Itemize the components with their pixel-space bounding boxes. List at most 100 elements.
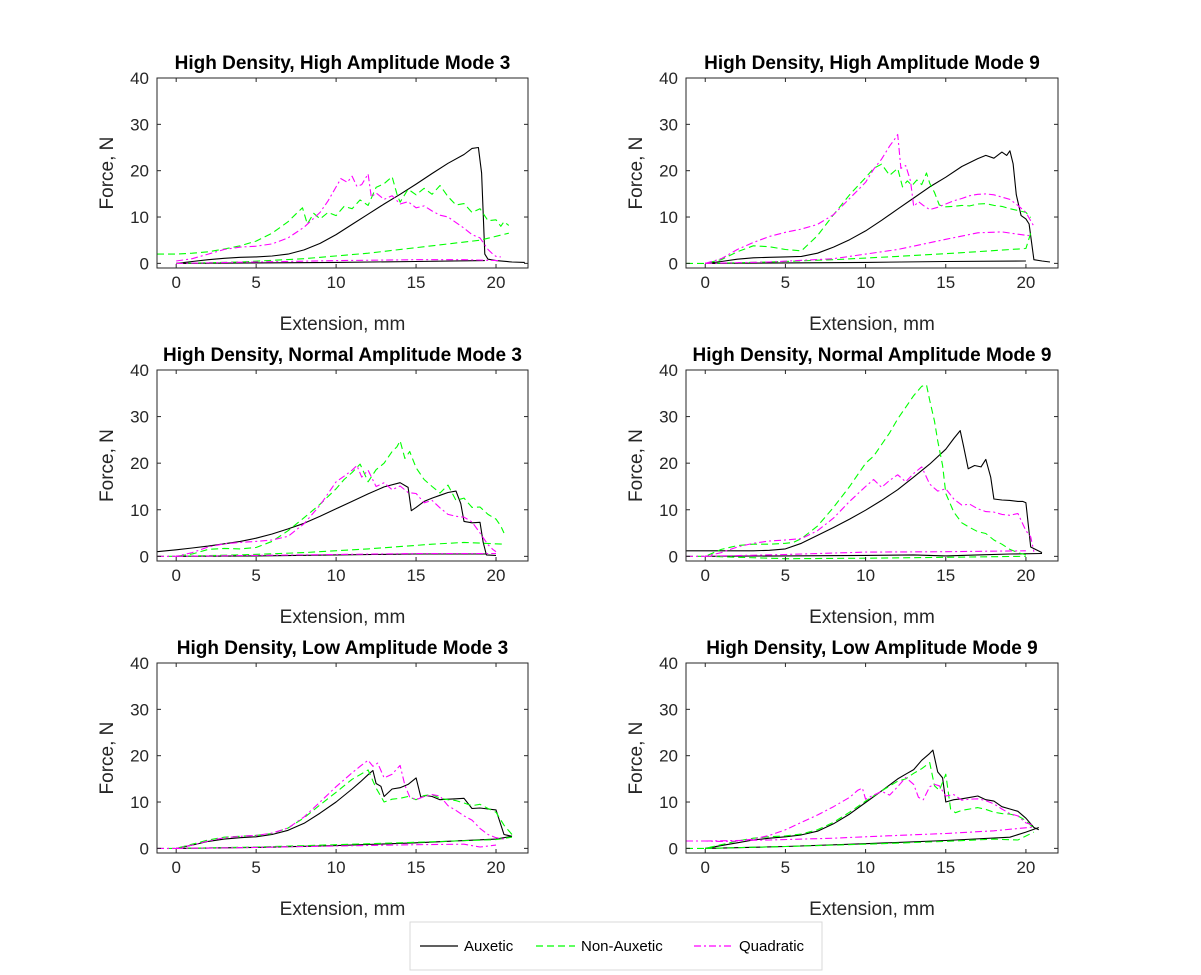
subplot-title: High Density, High Amplitude Mode 9 [704,53,1040,74]
plot-area [157,370,528,561]
subplot-2: 0 5 10 15 20 0 10 20 30 40 High Density, High Ampl… [626,53,1059,335]
x-tick-label: 0 [701,858,710,877]
x-tick-label: 0 [701,273,710,292]
x-tick-label: 15 [936,858,955,877]
y-tick-label: 20 [659,747,678,766]
series-line-quadratic-5 [705,133,1035,264]
y-tick-label: 0 [669,547,678,566]
x-axis-label: Extension, mm [809,314,935,335]
y-tick-label: 20 [130,747,149,766]
subplot-5: 0 5 10 15 20 0 10 20 30 40 High Density, Low Ampli… [97,638,529,920]
x-tick-label: 10 [327,858,346,877]
legend-label-quadratic: Quadratic [739,938,805,955]
x-tick-label: 5 [251,273,260,292]
x-tick-label: 20 [487,566,506,585]
x-tick-label: 10 [327,566,346,585]
series-line-quadratic-6 [176,552,496,557]
series-group [157,759,513,849]
series-line-non-auxetic-3 [686,762,1035,849]
series-line-non-auxetic-3 [686,163,1032,264]
series-line-quadratic-6 [176,843,497,849]
plot-area [686,370,1058,561]
x-tick-label: 5 [781,858,790,877]
y-tick-label: 10 [659,793,678,812]
series-line-quadratic-6 [705,231,1030,264]
x-tick-label: 15 [407,566,426,585]
plot-area [686,663,1058,853]
axes-box [156,77,529,269]
series-line-auxetic-1 [176,146,525,264]
series-line-non-auxetic-4 [176,232,509,264]
subplot-4: 0 5 10 15 20 0 10 20 30 40 High Density, Normal Am… [626,345,1059,628]
x-tick-label: 5 [251,566,260,585]
series-line-quadratic-5 [157,464,497,557]
legend-box [409,921,823,971]
series-line-non-auxetic-4 [176,541,505,557]
y-axis-label: Force, N [97,137,118,210]
y-tick-label: 0 [140,254,149,273]
x-axis-label: Extension, mm [280,314,406,335]
x-tick-label: 10 [856,858,875,877]
y-tick-label: 30 [659,115,678,134]
y-tick-label: 20 [659,162,678,181]
y-tick-label: 40 [130,361,149,380]
x-tick-label: 5 [781,566,790,585]
y-axis-label: Force, N [97,429,118,502]
y-tick-label: 40 [659,69,678,88]
series-line-non-auxetic-4 [705,233,1032,264]
x-tick-label: 10 [327,273,346,292]
axes-box [685,662,1059,854]
series-line-non-auxetic-3 [157,440,505,557]
y-tick-label: 20 [659,454,678,473]
plot-area [157,663,528,853]
y-tick-label: 30 [659,408,678,427]
x-tick-label: 20 [487,858,506,877]
y-tick-label: 30 [659,700,678,719]
x-tick-label: 5 [251,858,260,877]
x-tick-label: 0 [171,566,180,585]
subplot-3: 0 5 10 15 20 0 10 20 30 40 High Density, Normal Am… [97,345,529,628]
y-tick-label: 0 [669,254,678,273]
x-tick-label: 20 [1016,566,1035,585]
x-tick-label: 10 [856,566,875,585]
y-tick-label: 10 [130,501,149,520]
plot-area [686,78,1058,268]
subplot-6: 0 5 10 15 20 0 10 20 30 40 High Density, Low Ampli… [626,638,1059,920]
x-tick-label: 0 [701,566,710,585]
series-group [686,133,1051,264]
subplot-title: High Density, Normal Amplitude Mode 3 [163,345,522,366]
x-tick-label: 20 [1016,273,1035,292]
series-line-auxetic-2 [705,260,1026,264]
series-group [686,749,1040,849]
series-line-auxetic-2 [176,553,487,557]
subplot-title: High Density, High Amplitude Mode 3 [175,53,511,74]
series-line-quadratic-6 [176,259,501,264]
x-tick-label: 5 [781,273,790,292]
x-tick-label: 15 [936,273,955,292]
x-axis-label: Extension, mm [809,607,935,628]
series-line-quadratic-5 [686,466,1035,557]
series-line-auxetic-2 [176,260,485,264]
x-tick-label: 15 [936,566,955,585]
x-tick-label: 0 [171,273,180,292]
series-line-quadratic-5 [686,776,1035,842]
series-line-auxetic-1 [705,749,1040,849]
y-axis-label: Force, N [626,429,647,502]
x-tick-label: 0 [171,858,180,877]
y-tick-label: 20 [130,162,149,181]
y-tick-label: 10 [130,208,149,227]
series-line-auxetic-1 [157,482,497,556]
y-tick-label: 40 [659,654,678,673]
subplot-title: High Density, Low Amplitude Mode 9 [706,638,1037,659]
series-group [157,440,505,557]
y-tick-label: 0 [140,547,149,566]
series-group [686,384,1043,560]
x-axis-label: Extension, mm [280,899,406,920]
legend: Auxetic Non-Auxetic Quadratic [409,921,823,971]
x-axis-label: Extension, mm [809,899,935,920]
y-axis-label: Force, N [97,722,118,795]
x-tick-label: 15 [407,858,426,877]
y-tick-label: 40 [659,361,678,380]
y-tick-label: 40 [130,69,149,88]
